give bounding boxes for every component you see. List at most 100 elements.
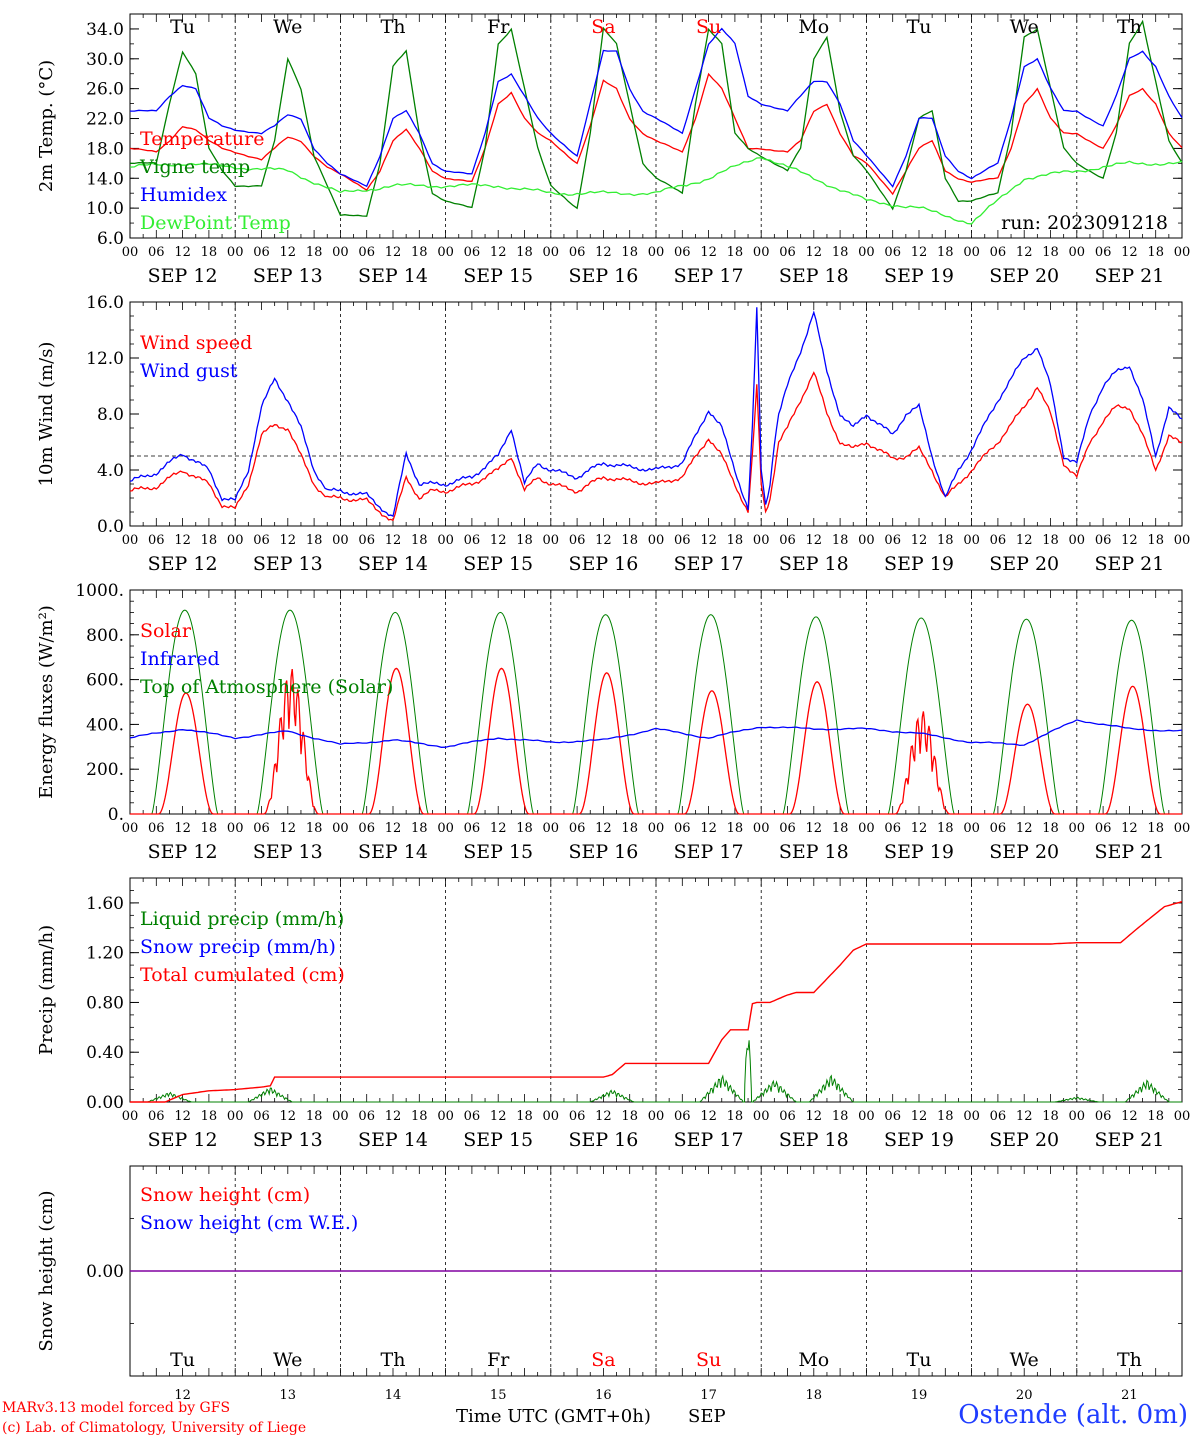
legend-infrared: Infrared — [140, 648, 220, 670]
hour-tick-label: 06 — [464, 1109, 481, 1124]
hour-tick-label: 06 — [884, 821, 901, 836]
weekday-label: Sa — [591, 1349, 615, 1371]
hour-tick-label: 18 — [937, 821, 954, 836]
hour-tick-label: 00 — [543, 1109, 560, 1124]
hour-tick-label: 18 — [306, 1109, 323, 1124]
y-tick-label: 0.00 — [86, 1262, 124, 1282]
station-title: Ostende (alt. 0m) — [958, 1400, 1188, 1430]
hour-tick-label: 06 — [1095, 245, 1112, 260]
legend-wind-speed: Wind speed — [140, 332, 252, 354]
hour-tick-label: 00 — [227, 533, 244, 548]
hour-tick-label: 12 — [595, 821, 612, 836]
hour-tick-label: 18 — [937, 1109, 954, 1124]
legend-snow-height-cm-: Snow height (cm) — [140, 1184, 310, 1206]
day-number: 15 — [490, 1388, 507, 1403]
series-infrared — [129, 719, 1183, 748]
hour-tick-label: 00 — [332, 533, 349, 548]
date-label: SEP 15 — [463, 553, 533, 575]
hour-tick-label: 12 — [1016, 245, 1033, 260]
hour-tick-label: 18 — [516, 245, 533, 260]
y-tick-label: 34.0 — [86, 20, 124, 40]
date-label: SEP 19 — [884, 1129, 954, 1151]
date-label: SEP 18 — [779, 1129, 849, 1151]
hour-tick-label: 06 — [569, 1109, 586, 1124]
hour-tick-label: 18 — [727, 1109, 744, 1124]
hour-tick-label: 06 — [464, 245, 481, 260]
hour-tick-label: 00 — [1174, 821, 1191, 836]
date-label: SEP 20 — [989, 265, 1059, 287]
hour-tick-label: 06 — [990, 245, 1007, 260]
hour-tick-label: 12 — [806, 245, 823, 260]
hour-tick-label: 18 — [1147, 245, 1164, 260]
weekday-label: Th — [1117, 1349, 1142, 1371]
hour-tick-label: 06 — [674, 821, 691, 836]
series-wind-speed — [129, 371, 1183, 522]
series-solar — [130, 667, 1182, 815]
hour-tick-label: 06 — [358, 1109, 375, 1124]
hour-tick-label: 12 — [280, 1109, 297, 1124]
hour-tick-label: 18 — [516, 533, 533, 548]
run-label: run: 2023091218 — [1001, 212, 1168, 234]
hour-tick-label: 18 — [1147, 1109, 1164, 1124]
day-number: 18 — [806, 1388, 823, 1403]
hour-tick-label: 18 — [306, 821, 323, 836]
hour-tick-label: 06 — [464, 821, 481, 836]
date-label: SEP 13 — [253, 265, 323, 287]
day-number: 20 — [1016, 1388, 1033, 1403]
hour-tick-label: 00 — [1069, 245, 1086, 260]
y-tick-label: 0.00 — [86, 1093, 124, 1113]
hour-tick-label: 00 — [332, 821, 349, 836]
hour-tick-label: 12 — [911, 533, 928, 548]
panel-frame-0 — [129, 13, 1183, 239]
hour-tick-label: 12 — [174, 533, 191, 548]
hour-tick-label: 06 — [779, 821, 796, 836]
weekday-label: Su — [696, 16, 721, 38]
hour-tick-label: 18 — [937, 533, 954, 548]
hour-tick-label: 06 — [990, 821, 1007, 836]
day-number: 17 — [700, 1388, 717, 1403]
weekday-label: Th — [381, 16, 406, 38]
hour-tick-label: 00 — [543, 821, 560, 836]
y-tick-label: 12.0 — [86, 349, 124, 369]
legend-snow-precip-mm-h-: Snow precip (mm/h) — [140, 936, 336, 958]
hour-tick-label: 12 — [385, 533, 402, 548]
weekday-label: Mo — [798, 1349, 829, 1371]
hour-tick-label: 06 — [358, 533, 375, 548]
hour-tick-label: 00 — [858, 821, 875, 836]
hour-tick-label: 00 — [543, 533, 560, 548]
hour-tick-label: 00 — [1069, 821, 1086, 836]
date-label: SEP 18 — [779, 841, 849, 863]
legend-top-of-atmosphere-solar-: Top of Atmosphere (Solar) — [140, 676, 393, 698]
hour-tick-label: 00 — [122, 1109, 139, 1124]
hour-tick-label: 18 — [1147, 533, 1164, 548]
hour-tick-label: 06 — [253, 245, 270, 260]
hour-tick-label: 18 — [201, 821, 218, 836]
hour-tick-label: 00 — [1174, 1109, 1191, 1124]
hour-tick-label: 18 — [411, 533, 428, 548]
weekday-label: Tu — [170, 16, 195, 38]
y-tick-label: 800. — [86, 626, 124, 646]
date-label: SEP 21 — [1094, 265, 1164, 287]
y-tick-label: 4.0 — [97, 461, 124, 481]
series-total-cumulated — [130, 900, 1183, 1103]
y-axis-label: 2m Temp. (°C) — [36, 60, 57, 192]
y-axis-label: Precip (mm/h) — [36, 925, 57, 1055]
legend-wind-gust: Wind gust — [140, 360, 238, 382]
y-tick-label: 0.80 — [86, 993, 124, 1013]
date-label: SEP 19 — [884, 553, 954, 575]
series-humidex — [130, 27, 1183, 188]
date-label: SEP 16 — [568, 1129, 638, 1151]
hour-tick-label: 12 — [700, 533, 717, 548]
weekday-label: We — [1010, 1349, 1039, 1371]
y-tick-label: 400. — [86, 715, 124, 735]
hour-tick-label: 06 — [990, 533, 1007, 548]
legend-snow-height-cm-w-e-: Snow height (cm W.E.) — [140, 1212, 358, 1234]
date-label: SEP 19 — [884, 841, 954, 863]
hour-tick-label: 00 — [332, 1109, 349, 1124]
date-label: SEP 13 — [253, 1129, 323, 1151]
hour-tick-label: 12 — [280, 533, 297, 548]
hour-tick-label: 06 — [884, 245, 901, 260]
hour-tick-label: 12 — [1016, 821, 1033, 836]
hour-tick-label: 12 — [280, 245, 297, 260]
